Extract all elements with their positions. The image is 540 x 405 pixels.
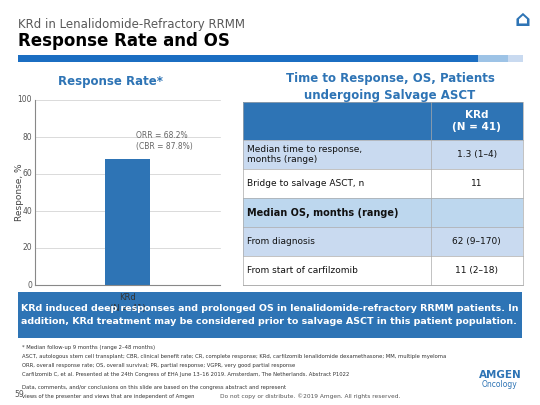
Bar [508,55,523,62]
Text: ORR, overall response rate; OS, overall survival; PR, partial response; VGPR, ve: ORR, overall response rate; OS, overall … [22,363,295,368]
Text: Median OS, months (range): Median OS, months (range) [247,207,399,217]
Bar [243,198,523,227]
Text: Carfilzomib C, et al. Presented at the 24th Congress of EHA June 13–16 2019. Ams: Carfilzomib C, et al. Presented at the 2… [22,372,349,377]
Text: 40: 40 [22,207,32,215]
Text: KRd
(N = 41): KRd (N = 41) [453,110,501,132]
Text: views of the presenter and views that are independent of Amgen: views of the presenter and views that ar… [22,394,194,399]
Text: ⌂: ⌂ [514,10,530,30]
Text: 20: 20 [22,243,32,252]
Bar [18,55,478,62]
Text: AMGEN: AMGEN [478,370,522,380]
Text: 1.3 (1–4): 1.3 (1–4) [457,150,497,159]
Text: ORR = 68.2%
(CBR = 87.8%): ORR = 68.2% (CBR = 87.8%) [136,131,192,151]
Text: Median time to response,
months (range): Median time to response, months (range) [247,145,362,164]
Text: 59: 59 [14,390,24,399]
Text: Oncology: Oncology [482,380,518,389]
Bar [243,102,523,140]
Text: * Median follow-up 9 months (range 2–48 months): * Median follow-up 9 months (range 2–48 … [22,345,155,350]
Text: ASCT, autologous stem cell transplant; CBR, clinical benefit rate; CR, complete : ASCT, autologous stem cell transplant; C… [22,354,446,359]
Text: Response Rate and OS: Response Rate and OS [18,32,230,50]
Text: Bridge to salvage ASCT, n: Bridge to salvage ASCT, n [247,179,364,188]
Bar [243,227,523,256]
Text: Response, %: Response, % [15,164,24,221]
Text: 11: 11 [471,179,483,188]
Bar [18,292,522,338]
Bar [478,55,508,62]
Text: 11 (2–18): 11 (2–18) [455,266,498,275]
Text: Data, comments, and/or conclusions on this slide are based on the congress abstr: Data, comments, and/or conclusions on th… [22,385,286,390]
Text: 62 (9–170): 62 (9–170) [453,237,501,246]
Bar [243,169,523,198]
Text: 100: 100 [17,96,32,104]
Text: 80: 80 [22,132,32,141]
Text: From start of carfilzomib: From start of carfilzomib [247,266,358,275]
Text: KRd
(N = 41): KRd (N = 41) [110,293,145,313]
Text: KRd induced deep responses and prolonged OS in lenalidomide-refractory RRMM pati: KRd induced deep responses and prolonged… [21,304,519,326]
Text: Do not copy or distribute. ©2019 Amgen. All rights reserved.: Do not copy or distribute. ©2019 Amgen. … [220,393,400,399]
Text: Response Rate*: Response Rate* [57,75,163,88]
Text: 60: 60 [22,170,32,179]
Bar [243,256,523,285]
Text: From diagnosis: From diagnosis [247,237,315,246]
Bar [105,159,150,285]
Bar [243,140,523,169]
Text: KRd in Lenalidomide-Refractory RRMM: KRd in Lenalidomide-Refractory RRMM [18,18,245,31]
Text: Time to Response, OS, Patients
undergoing Salvage ASCT: Time to Response, OS, Patients undergoin… [286,72,495,102]
Text: 0: 0 [27,281,32,290]
